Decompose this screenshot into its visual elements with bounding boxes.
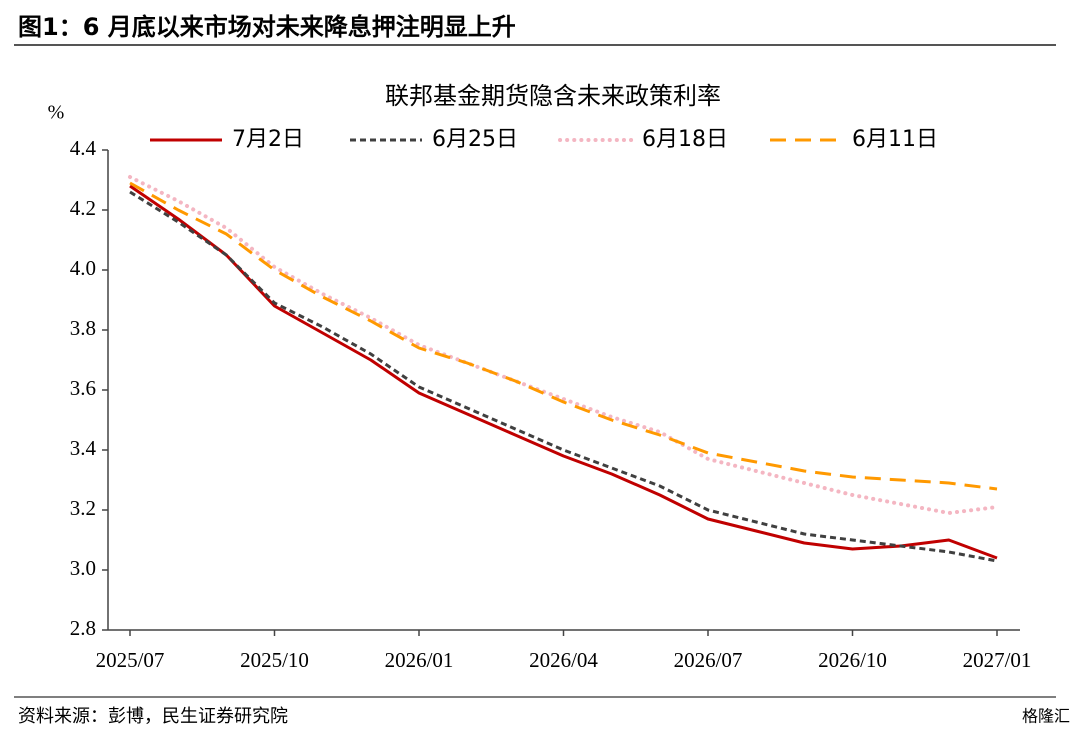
y-tick-label: 3.6 <box>70 376 96 400</box>
x-tick-label: 2025/07 <box>96 648 165 672</box>
x-tick-label: 2026/07 <box>674 648 743 672</box>
y-tick-label: 3.2 <box>70 496 96 520</box>
y-tick-label: 4.2 <box>70 196 96 220</box>
legend-label: 6月25日 <box>432 127 518 152</box>
x-tick-label: 2025/10 <box>240 648 309 672</box>
y-tick-label: 4.0 <box>70 256 96 280</box>
series-line <box>129 181 998 491</box>
y-axis-label: % <box>48 102 65 124</box>
y-tick-label: 3.8 <box>70 316 96 340</box>
chart-title: 联邦基金期货隐含未来政策利率 <box>385 82 721 110</box>
figure-title: 图1：6 月底以来市场对未来降息押注明显上升 <box>18 13 516 41</box>
legend-label: 6月18日 <box>642 127 728 152</box>
x-tick-label: 2027/01 <box>963 648 1032 672</box>
y-tick-label: 4.4 <box>70 136 97 160</box>
watermark: 格隆汇 <box>1022 707 1070 726</box>
y-tick-label: 2.8 <box>70 616 96 640</box>
series-line <box>129 184 998 560</box>
x-tick-label: 2026/01 <box>385 648 454 672</box>
series-line <box>128 175 999 515</box>
legend-label: 7月2日 <box>232 127 304 152</box>
y-tick-label: 3.0 <box>70 556 96 580</box>
y-tick-label: 3.4 <box>70 436 97 460</box>
x-tick-label: 2026/04 <box>529 648 598 672</box>
series-line <box>129 190 998 563</box>
legend-label: 6月11日 <box>852 127 938 152</box>
x-tick-label: 2026/10 <box>818 648 887 672</box>
source: 资料来源：彭博，民生证券研究院 <box>18 706 288 727</box>
